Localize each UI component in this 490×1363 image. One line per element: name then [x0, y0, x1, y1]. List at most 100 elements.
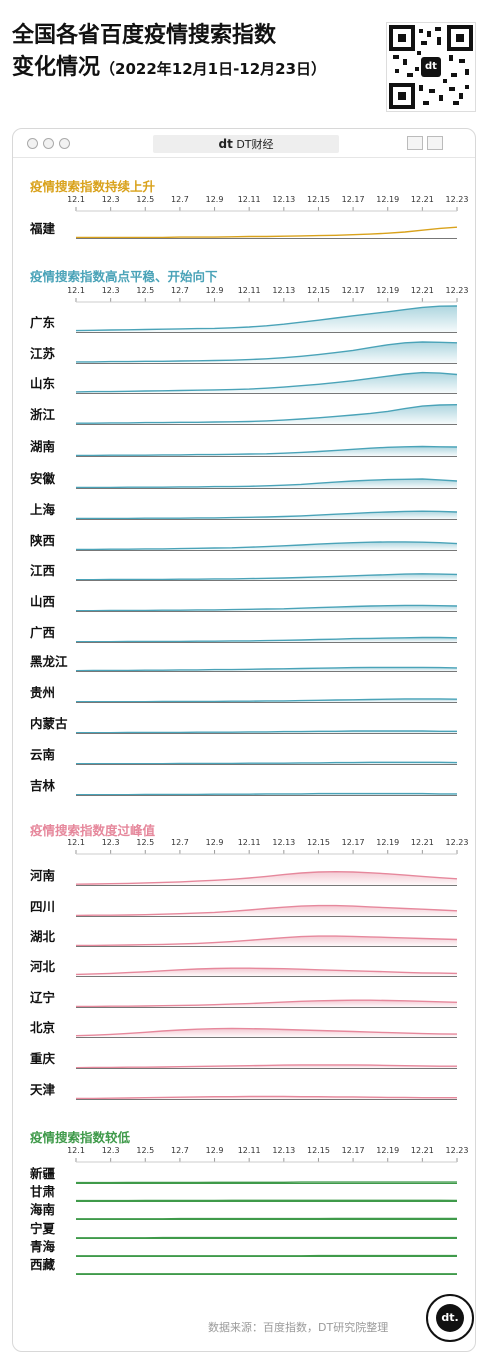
province-label: 宁夏 [30, 1221, 56, 1236]
province-label: 山东 [30, 376, 56, 391]
title-line2: 变化情况 [12, 55, 101, 80]
dt-badge[interactable]: dt. [426, 1294, 474, 1342]
series-line [76, 404, 458, 424]
x-tick-label: 12.9 [205, 195, 224, 204]
province-label: 福建 [30, 221, 56, 236]
province-label: 浙江 [30, 407, 56, 422]
window-maximize-icon[interactable] [59, 138, 70, 149]
window-minimize-icon[interactable] [43, 138, 54, 149]
window-tab[interactable]: dt DT财经 [153, 135, 339, 153]
group-title: 疫情搜索指数较低 [30, 1130, 131, 1145]
province-label: 广东 [30, 315, 56, 330]
x-tick-label: 12.11 [237, 1146, 261, 1155]
window-stack-icon[interactable] [427, 136, 443, 150]
x-tick-label: 12.19 [376, 1146, 400, 1155]
group-title: 疫情搜索指数高点平稳、开始向下 [30, 269, 218, 284]
series-line [76, 510, 458, 520]
province-label: 四川 [30, 899, 56, 914]
province-label: 云南 [30, 747, 56, 762]
window-titlebar: dt DT财经 [13, 129, 475, 158]
page-title: 全国各省百度疫情搜索指数 变化情况（2022年12月1日-12月23日） [12, 20, 326, 85]
x-tick-label: 12.11 [237, 195, 261, 204]
series-line [76, 604, 458, 612]
x-tick-label: 12.7 [171, 286, 189, 295]
series-area [76, 541, 457, 550]
series-line [75, 870, 458, 885]
x-tick-label: 12.17 [341, 1146, 365, 1155]
series-area [76, 936, 457, 946]
x-tick-label: 12.11 [237, 838, 261, 847]
x-tick-label: 12.9 [205, 838, 224, 847]
tab-label: DT财经 [236, 138, 274, 151]
x-tick-label: 12.15 [307, 195, 330, 204]
series-line [76, 935, 458, 947]
x-tick-label: 12.23 [445, 286, 469, 295]
x-tick-label: 12.9 [205, 1146, 224, 1155]
province-label: 上海 [30, 502, 56, 517]
series-line [75, 371, 458, 393]
province-label: 天津 [30, 1082, 56, 1097]
province-label: 海南 [30, 1202, 56, 1217]
province-label: 西藏 [30, 1257, 56, 1272]
x-tick-label: 12.7 [171, 838, 189, 847]
x-tick-label: 12.7 [171, 195, 189, 204]
province-label: 甘肃 [30, 1184, 56, 1199]
province-label: 吉林 [30, 778, 56, 793]
x-tick-label: 12.17 [341, 286, 365, 295]
x-tick-label: 12.3 [101, 1146, 120, 1155]
x-tick-label: 12.23 [445, 195, 469, 204]
series-line [76, 445, 458, 457]
group-title: 疫情搜索指数持续上升 [30, 179, 156, 194]
x-tick-label: 12.9 [205, 286, 224, 295]
province-label: 青海 [30, 1239, 56, 1254]
x-tick-label: 12.5 [136, 286, 155, 295]
province-label: 重庆 [30, 1051, 56, 1066]
province-label: 湖北 [30, 929, 56, 944]
x-tick-label: 12.3 [101, 286, 120, 295]
series-line [76, 761, 458, 765]
series-line [75, 1064, 457, 1069]
x-tick-label: 12.1 [67, 1146, 85, 1155]
series-line [76, 730, 457, 734]
province-label: 北京 [30, 1020, 56, 1035]
province-label: 广西 [30, 625, 56, 640]
province-label: 陕西 [30, 533, 56, 548]
x-tick-label: 12.13 [272, 195, 296, 204]
x-tick-label: 12.5 [136, 838, 155, 847]
title-line1: 全国各省百度疫情搜索指数 [12, 23, 277, 48]
x-tick-label: 12.3 [101, 838, 120, 847]
x-tick-label: 12.11 [237, 286, 261, 295]
series-line [75, 1027, 458, 1037]
series-area [76, 342, 457, 363]
x-tick-label: 12.19 [376, 286, 400, 295]
data-source: 数据来源：百度指数，DT研究院整理 [208, 1321, 389, 1334]
x-tick-label: 12.13 [272, 1146, 296, 1155]
series-area [76, 968, 457, 976]
province-label: 安徽 [30, 471, 56, 486]
province-label: 河南 [30, 868, 56, 883]
x-tick-label: 12.23 [445, 838, 469, 847]
x-tick-label: 12.15 [307, 1146, 330, 1155]
series-line [76, 1095, 457, 1100]
x-tick-label: 12.21 [410, 286, 434, 295]
province-label: 贵州 [30, 685, 56, 700]
qr-logo: dt [421, 57, 441, 77]
province-label: 江西 [30, 563, 56, 578]
window-tile-icon[interactable] [407, 136, 423, 150]
series-line [75, 967, 458, 976]
series-area [76, 306, 457, 332]
x-tick-label: 12.19 [376, 195, 400, 204]
series-line [76, 541, 458, 551]
window-close-icon[interactable] [27, 138, 38, 149]
province-label: 内蒙古 [30, 716, 68, 731]
x-tick-label: 12.17 [341, 195, 365, 204]
series-area [76, 1000, 457, 1007]
series-area [76, 372, 457, 393]
province-label: 河北 [30, 959, 56, 974]
x-tick-label: 12.7 [171, 1146, 189, 1155]
series-area [76, 404, 457, 424]
series-line [76, 999, 458, 1008]
x-tick-label: 12.1 [67, 838, 85, 847]
series-area [76, 905, 457, 916]
qr-pattern-icon [389, 25, 473, 109]
